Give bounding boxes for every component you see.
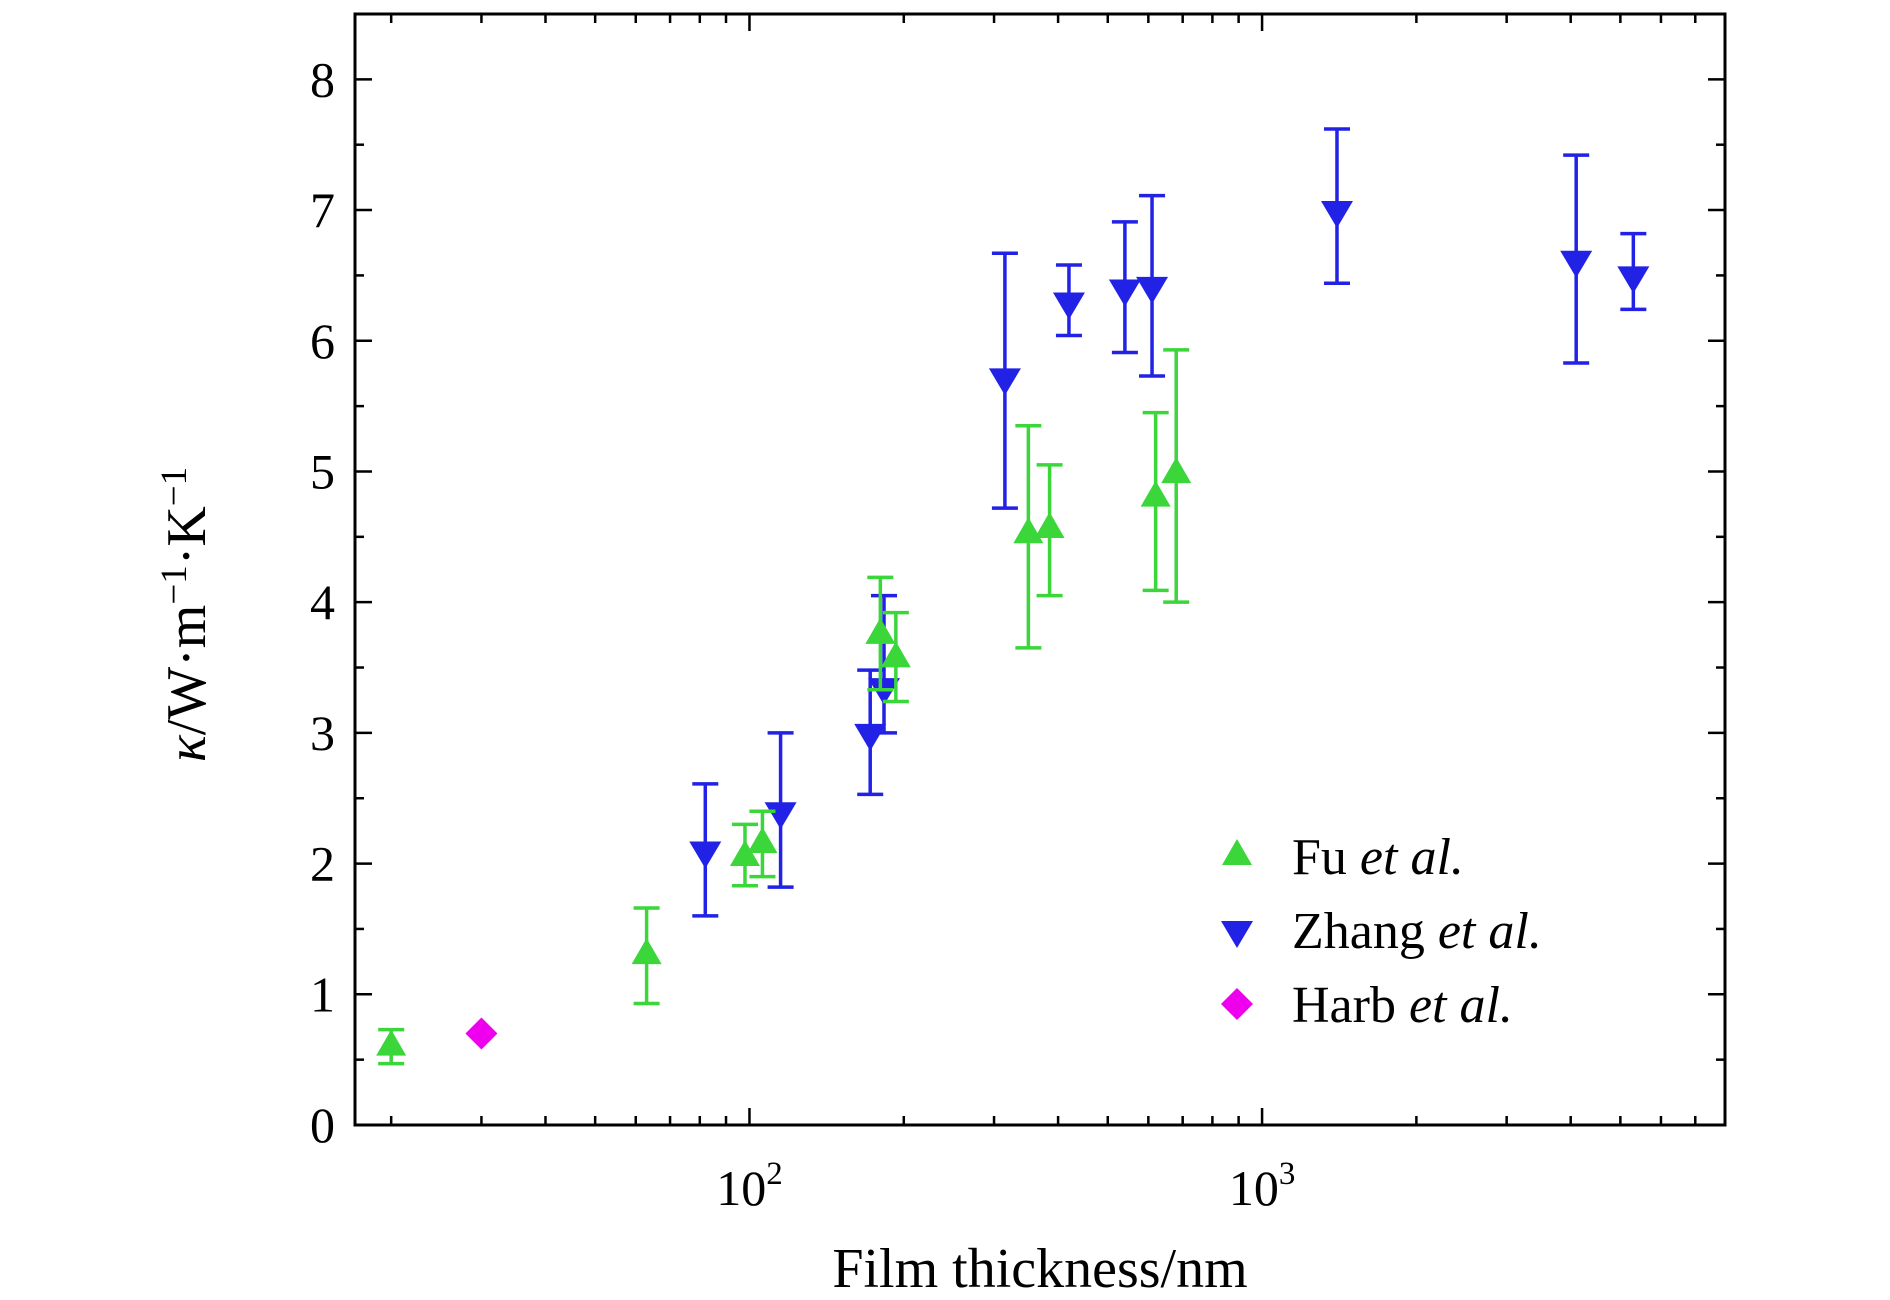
data-point-triangle-up [631, 938, 662, 965]
y-tick-label: 0 [310, 1097, 335, 1153]
data-point-triangle-up [729, 840, 760, 867]
data-point-triangle-down [689, 841, 722, 869]
legend-label: Fu et al. [1292, 829, 1464, 886]
data-point-triangle-up [1013, 517, 1044, 544]
data-point-triangle-down [1560, 250, 1593, 278]
plot-frame [353, 12, 1727, 1127]
data-point-triangle-down [868, 678, 901, 706]
axes-ticks [355, 14, 1725, 1127]
legend-item-harb: Harb et al. [1221, 977, 1513, 1034]
data-point-triangle-up [1161, 457, 1192, 484]
y-axis-title: κ/W·m−1·K−1 [154, 467, 218, 762]
data-point-triangle-down [854, 723, 887, 751]
data-point-triangle-up [1222, 839, 1252, 865]
data-point-triangle-up [1140, 480, 1171, 507]
x-tick-label: 102 [716, 1156, 783, 1216]
data-point-diamond [465, 1017, 498, 1050]
data-point-triangle-down [1108, 279, 1141, 307]
y-tick-label: 1 [310, 966, 335, 1022]
data-point-triangle-down [1136, 276, 1169, 304]
data-point-triangle-down [1221, 921, 1253, 948]
series-fu [376, 348, 1192, 1066]
y-tick-label: 8 [310, 51, 335, 107]
legend: Fu et al. Zhang et al. Harb et al. [1221, 829, 1542, 1034]
x-axis-title: Film thickness/nm [832, 1238, 1247, 1300]
data-point-diamond [1221, 988, 1253, 1020]
y-tick-label: 6 [310, 313, 335, 369]
data-point-triangle-down [1617, 266, 1650, 294]
x-tick-label: 103 [1229, 1156, 1296, 1216]
legend-label: Harb et al. [1292, 977, 1513, 1034]
y-tick-label: 2 [310, 836, 335, 892]
data-point-triangle-up [747, 826, 778, 853]
data-point-triangle-up [865, 617, 896, 644]
legend-item-zhang: Zhang et al. [1221, 903, 1542, 960]
legend-item-fu: Fu et al. [1222, 829, 1464, 886]
series-zhang [689, 127, 1650, 918]
data-point-triangle-up [1034, 511, 1065, 538]
data-point-triangle-down [764, 802, 797, 830]
legend-label: Zhang et al. [1292, 903, 1542, 960]
data-point-triangle-up [376, 1029, 407, 1056]
y-tick-label: 7 [310, 182, 335, 238]
y-tick-label: 4 [310, 574, 335, 630]
data-point-triangle-down [1052, 292, 1085, 320]
axis-labels: 0 1 2 3 4 5 6 7 8 102 103 Film thickness/nm κ/W·m−1·… [154, 51, 1295, 1300]
data-point-triangle-up [880, 641, 911, 668]
series-harb [465, 1017, 498, 1050]
y-tick-label: 5 [310, 443, 335, 499]
data-point-triangle-down [988, 368, 1021, 396]
data-point-triangle-down [1320, 201, 1353, 229]
y-tick-label: 3 [310, 705, 335, 761]
